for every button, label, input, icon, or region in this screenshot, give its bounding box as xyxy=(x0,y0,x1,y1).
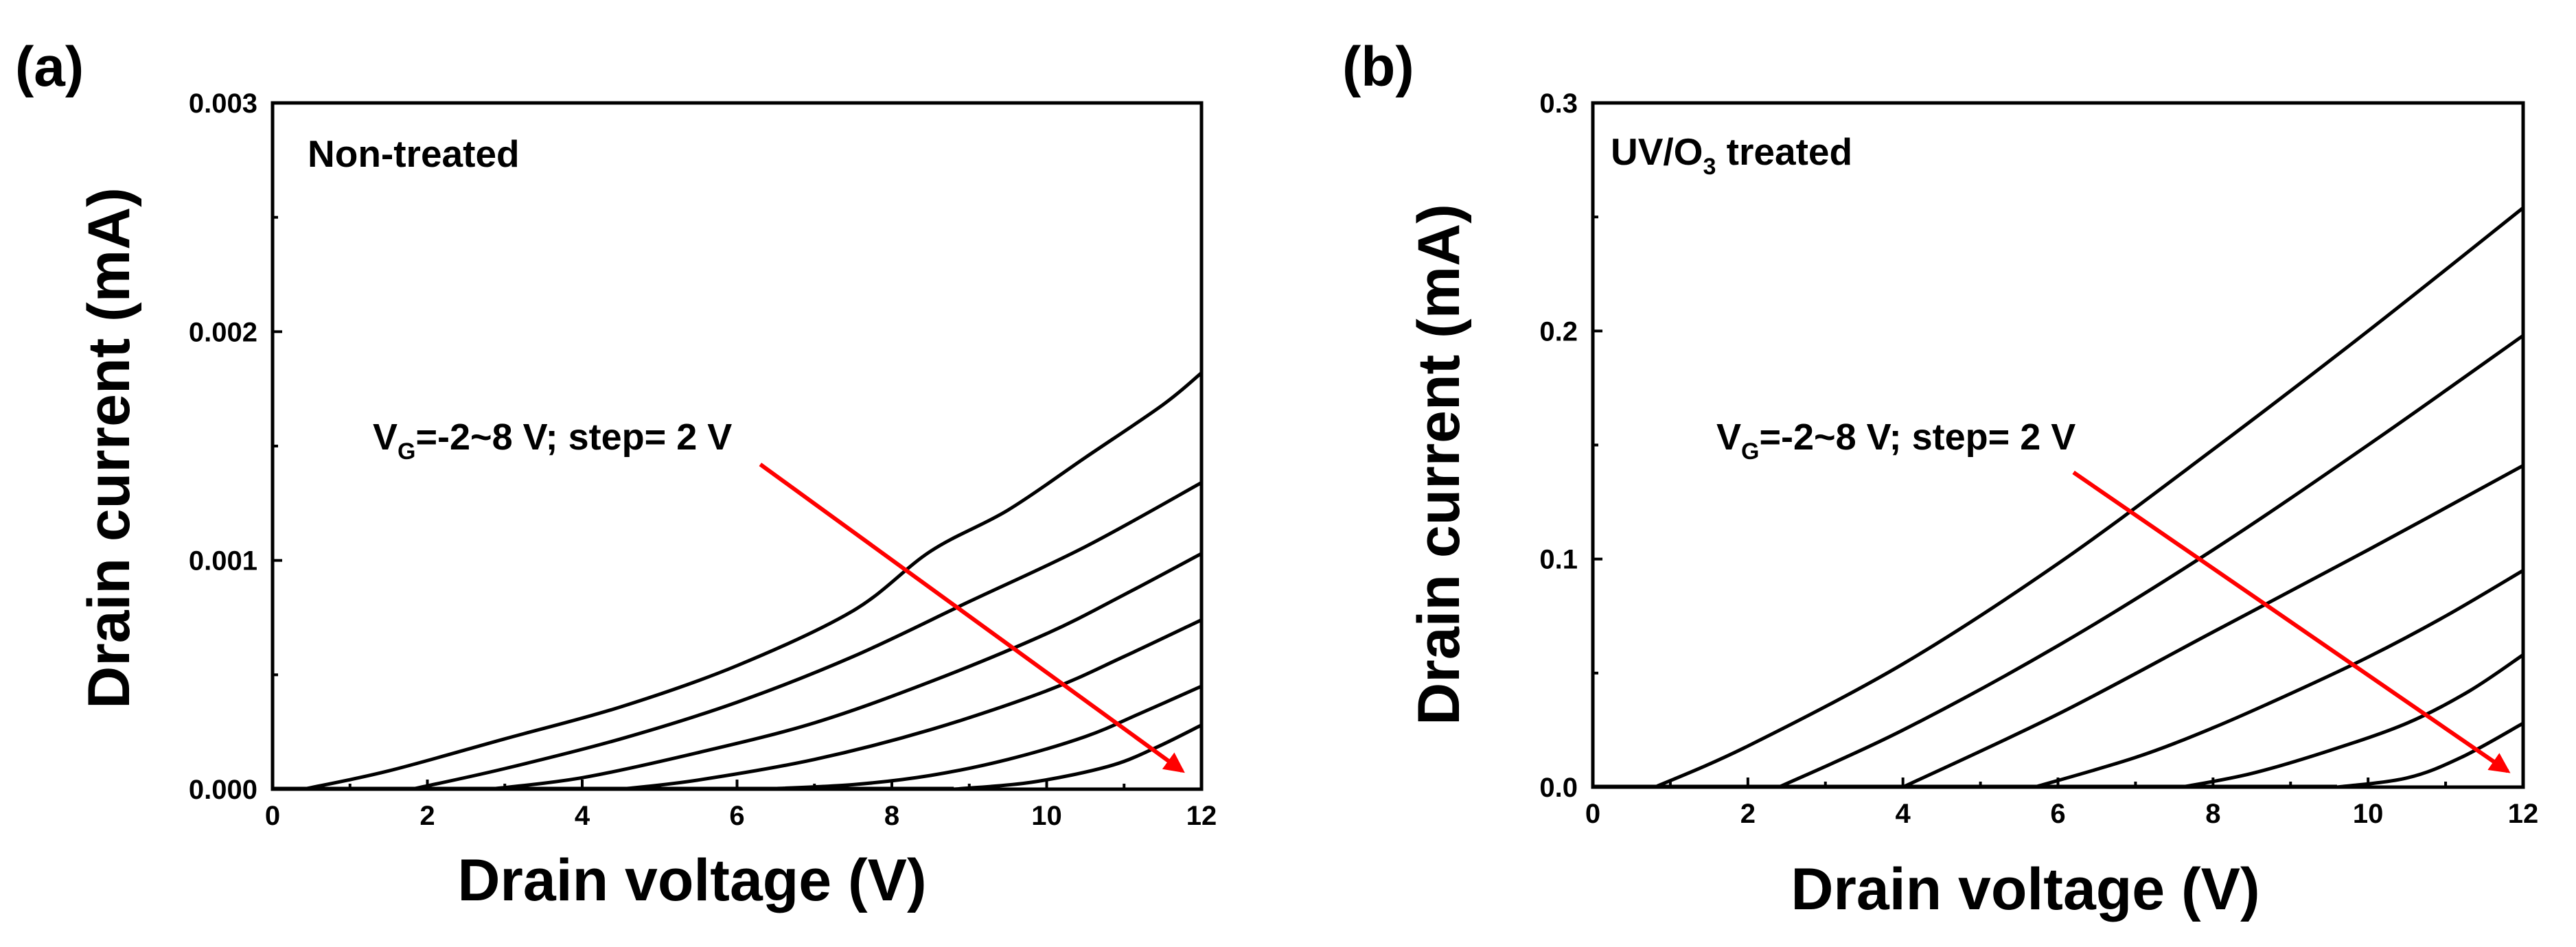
x-tick-label: 8 xyxy=(884,801,899,831)
y-tick-label: 0.000 xyxy=(189,775,257,805)
series-line-1 xyxy=(411,481,1203,791)
panel-a-plot-area: 0 2 4 6 8 10 12 0.000 0.001 0.002 0.003 xyxy=(189,89,1217,831)
panel-a-letter: (a) xyxy=(15,36,84,98)
series-line-3 xyxy=(621,618,1203,791)
panel-a-gate-annotation: VG=-2~8 V; step= 2 V xyxy=(373,417,732,465)
y-tick-label: 0.003 xyxy=(189,89,257,119)
series-line-2 xyxy=(489,552,1203,791)
y-tick-label: 0.3 xyxy=(1539,89,1578,119)
y-tick-label: 0.002 xyxy=(189,317,257,347)
x-tick-label: 0 xyxy=(1585,799,1600,829)
series-line-0 xyxy=(1654,206,2525,789)
x-tick-label: 10 xyxy=(1031,801,1062,831)
series-line-0 xyxy=(303,371,1203,791)
x-tick-label: 12 xyxy=(2508,799,2539,829)
x-tick-label: 12 xyxy=(1186,801,1217,831)
panel-b-gate-annotation: VG=-2~8 V; step= 2 V xyxy=(1716,417,2075,465)
y-tick-label: 0.2 xyxy=(1539,316,1578,347)
x-tick-label: 2 xyxy=(1740,799,1756,829)
panel-b-y-axis-title: Drain current (mA) xyxy=(1406,204,1472,725)
x-tick-label: 10 xyxy=(2353,799,2384,829)
y-tick-label: 0.0 xyxy=(1539,773,1578,803)
panel-b-letter: (b) xyxy=(1342,36,1414,98)
panel-a: (a) Non-treated VG=-2~8 V; step= 2 V Dra… xyxy=(15,36,1217,913)
panel-b-plot-area: 0 2 4 6 8 10 12 0.0 0.1 0.2 0.3 xyxy=(1539,89,2538,829)
x-tick-label: 6 xyxy=(729,801,744,831)
x-tick-label: 8 xyxy=(2205,799,2220,829)
series-line-4 xyxy=(2181,653,2525,789)
panel-b-x-axis-title: Drain voltage (V) xyxy=(1791,856,2259,922)
x-tick-label: 6 xyxy=(2050,799,2065,829)
panel-b-inset-label: UV/O3 treated xyxy=(1611,130,1852,180)
x-tick-label: 0 xyxy=(265,801,280,831)
panel-b: (b) UV/O3 treated VG=-2~8 V; step= 2 V D… xyxy=(1342,36,2538,922)
y-tick-label: 0.001 xyxy=(189,546,257,576)
series-line-4 xyxy=(760,684,1203,791)
panel-a-x-axis-title: Drain voltage (V) xyxy=(457,847,926,913)
gate-step-arrow xyxy=(759,463,1185,773)
series-line-2 xyxy=(1902,464,2525,789)
gate-step-arrow xyxy=(2072,470,2511,773)
x-tick-label: 2 xyxy=(419,801,435,831)
x-tick-label: 4 xyxy=(1896,799,1911,829)
series-line-5 xyxy=(953,723,1203,791)
y-tick-label: 0.1 xyxy=(1539,545,1578,575)
panel-a-inset-label: Non-treated xyxy=(308,132,520,175)
series-line-1 xyxy=(1778,334,2525,789)
series-line-5 xyxy=(2336,721,2525,789)
panel-a-y-axis-title: Drain current (mA) xyxy=(76,187,142,709)
series-line-3 xyxy=(2034,569,2525,789)
x-tick-label: 4 xyxy=(575,801,590,831)
